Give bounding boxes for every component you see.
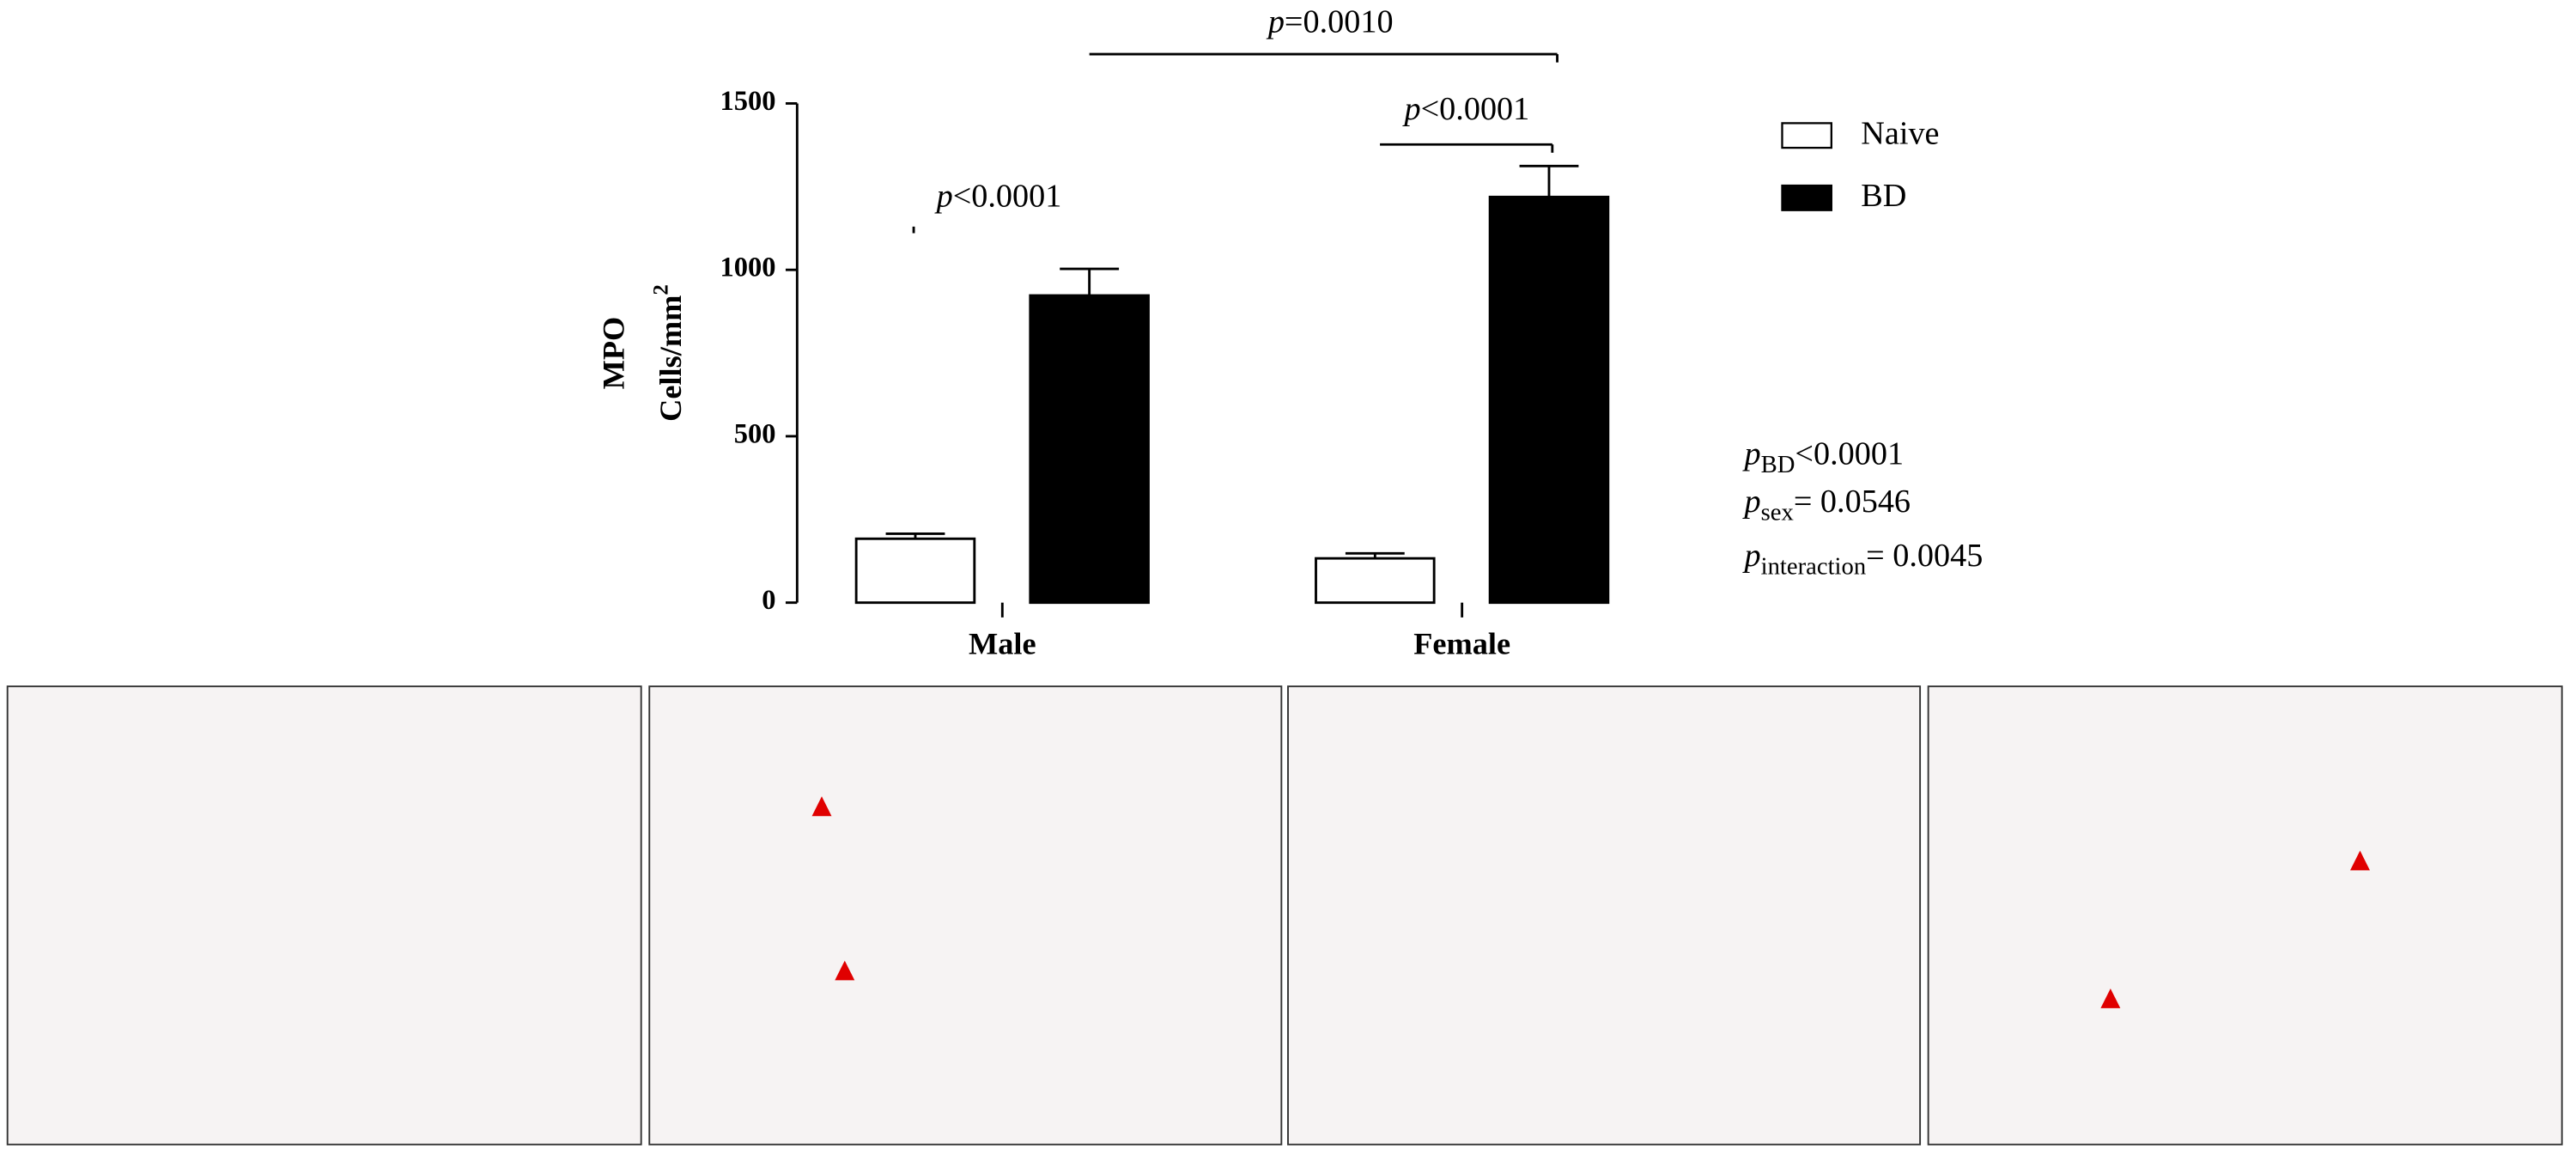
stat-symbol: p [1742,484,1761,520]
annotation-symbol: p [1266,3,1285,40]
arrowhead [811,796,832,817]
bar [854,537,976,605]
panel-background [6,685,642,1146]
panel-background [648,685,1283,1146]
bar [1029,294,1150,605]
stat-sub: interaction [1761,552,1867,580]
stat: pBD<0.0001 [1742,435,1905,478]
stat: pinteraction= 0.0045 [1742,538,1984,580]
y-tick-label: 1000 [720,252,775,283]
annotation-text: <0.0001 [953,178,1062,214]
legend-swatch [1781,122,1832,149]
bar [1488,195,1610,605]
annotation-symbol: p [934,178,953,214]
y-tick-label: 0 [762,585,775,616]
annotation: p=0.0010 [1266,3,1394,40]
panel-background [1287,685,1922,1146]
y-axis-label: Cells/mm2 [649,284,688,422]
annotation-text: =0.0010 [1285,3,1394,40]
annotation: p<0.0001 [934,178,1062,214]
panel-background [1927,685,2563,1146]
legend-label: Naive [1861,115,1939,151]
legend-label: BD [1861,178,1906,214]
arrowhead [2100,988,2121,1008]
legend-swatch [1781,184,1832,211]
stat-symbol: p [1742,538,1761,574]
x-tick-label: Female [1413,627,1510,661]
x-tick-label: Male [969,627,1036,661]
annotation-text: <0.0001 [1421,91,1530,127]
arrowhead [835,960,855,981]
annotation: p<0.0001 [1402,91,1530,127]
y-axis-label: MPO [596,317,630,390]
stat-sub: sex [1761,498,1794,526]
annotation-symbol: p [1402,91,1421,127]
y-axis-label-sup: 2 [649,284,672,295]
arrowhead [2350,850,2370,871]
y-axis-label-text: Cells/mm [653,295,688,422]
stat: psex= 0.0546 [1742,484,1911,526]
stat-text: <0.0001 [1795,435,1904,472]
stat-text: = 0.0045 [1866,538,1983,574]
chart: MPO Cells/mm2 [596,52,1558,603]
bar [1315,557,1436,605]
stat-symbol: p [1742,435,1761,472]
y-tick-label: 500 [734,418,776,449]
stat-text: = 0.0546 [1794,484,1911,520]
y-tick-label: 1500 [720,86,775,117]
stat-sub: BD [1761,451,1795,478]
